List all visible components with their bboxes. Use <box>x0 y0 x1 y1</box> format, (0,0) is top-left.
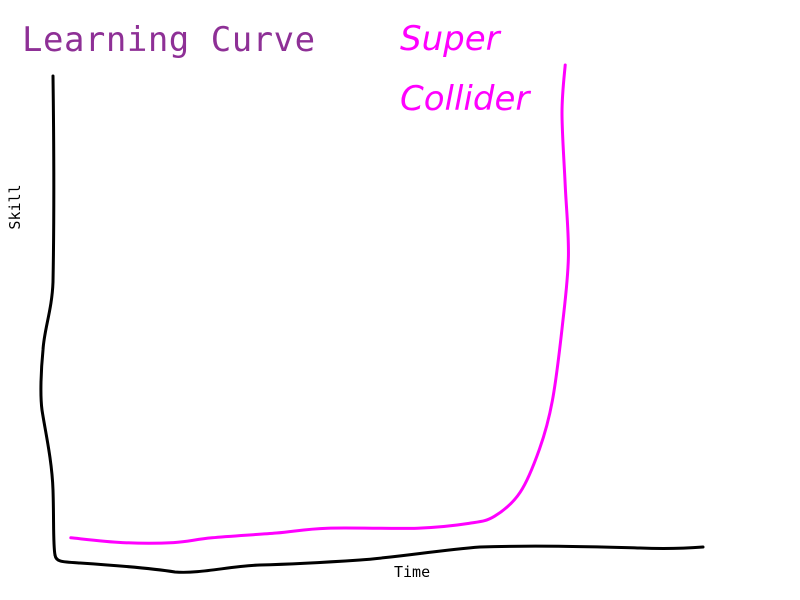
series-group <box>69 63 570 545</box>
y-axis <box>39 74 57 557</box>
y-axis-label: Skill <box>6 184 24 230</box>
x-axis <box>53 544 705 574</box>
series-label-line: Super <box>400 19 502 59</box>
series-line-super-collider <box>69 63 570 545</box>
chart-title: Learning Curve <box>22 20 316 60</box>
series-label-line: Collider <box>400 79 531 119</box>
series-label-super-collider: Super Collider <box>400 19 531 119</box>
x-axis-label: Time <box>394 563 431 581</box>
